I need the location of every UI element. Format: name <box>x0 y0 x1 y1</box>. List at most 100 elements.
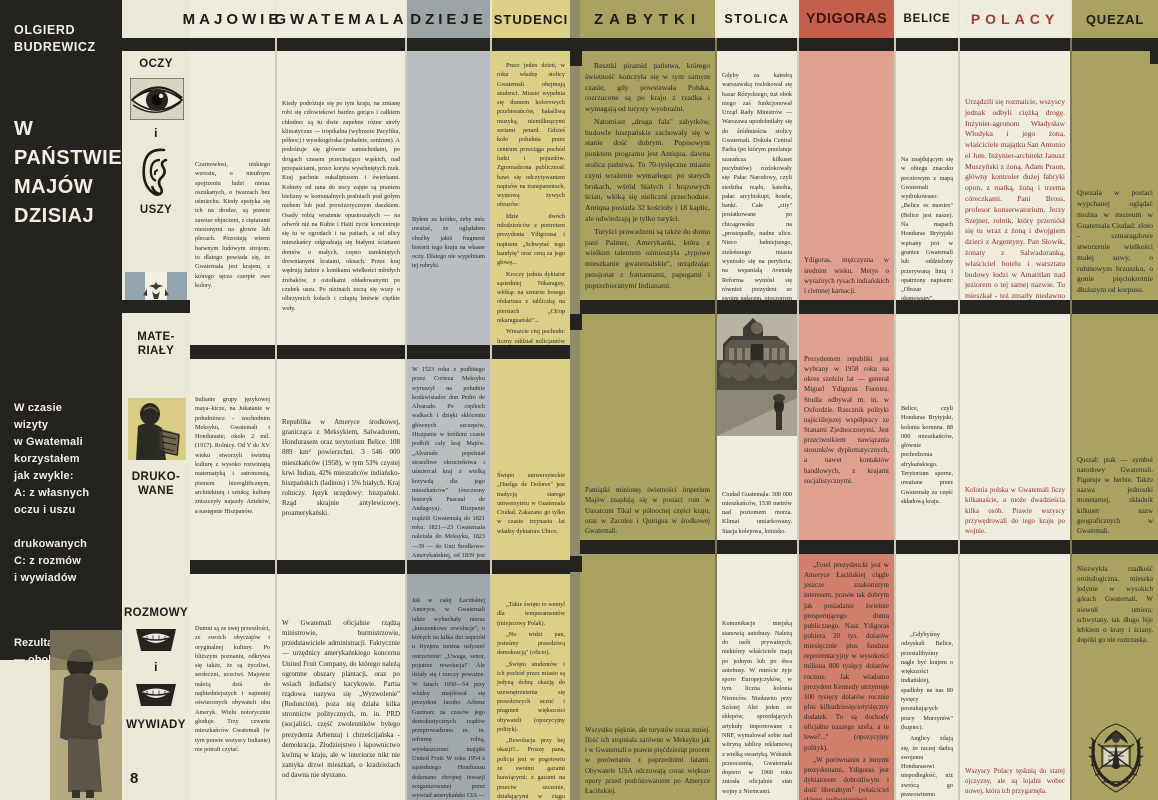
header-bg-ydigoras <box>799 0 894 38</box>
gutter-7 <box>958 38 960 800</box>
cell-dzieje-middle: W 1523 roku z podbitego przez Corteza Me… <box>407 359 490 560</box>
rule-left-row3 <box>190 560 570 574</box>
and-label-2: i <box>154 660 158 674</box>
eye-icon <box>130 78 184 120</box>
photo-guatemala-city <box>717 314 797 436</box>
talks-label: ROZMOWY <box>123 607 189 619</box>
body-text: Urządzili się rozmaicie, wszyscy jednak … <box>965 97 1065 300</box>
column-header-polacy[interactable]: POLACY <box>970 11 1060 27</box>
title-l1: W <box>14 118 34 140</box>
header-bg-zabytki <box>580 0 715 38</box>
spread-gutter <box>570 0 580 800</box>
body-text: Kiedy podróżuje się po tym kraju, na zmi… <box>282 100 400 312</box>
interviews-label: WYWIADY <box>126 719 186 731</box>
gutter-6 <box>894 38 896 800</box>
ear-icon <box>138 146 176 198</box>
edge-tick-1 <box>0 196 8 212</box>
cell-polacy-top: Urządzili się rozmaicie, wszyscy jednak … <box>960 51 1070 300</box>
cell-majowie-bottom: Dumni są ze swej przeszłości, ze swoich … <box>190 574 275 800</box>
body-text: Pamiątki minionej świetności imperium Ma… <box>585 486 710 535</box>
cell-stolica-bottom: Komunikacje miejską stanowią autobusy. N… <box>717 554 797 800</box>
col-bg-gwatemala <box>277 38 405 800</box>
edge-tick-3 <box>570 314 582 330</box>
title-l4: DZISIAJ <box>14 205 95 227</box>
column-header-dzieje[interactable]: DZIEJE <box>410 10 487 28</box>
method-note: W czasie wizyty w Gwatemali korzystałem … <box>14 402 97 585</box>
body-text: „Takie święto to wentyl dla temperamentó… <box>497 601 565 800</box>
col-bg-quezal <box>1072 38 1158 800</box>
cell-stolica-top: Gdyby za katedrą warszawską rozlokował s… <box>717 51 797 300</box>
column-header-stolica[interactable]: STOLICA <box>724 12 790 26</box>
column-header-gwatemala[interactable]: GWATEMALA <box>274 10 408 28</box>
col-bg-polacy <box>960 38 1070 800</box>
body-text: Prezydentem republiki jest wybrany w 195… <box>804 355 889 485</box>
page-number: 8 <box>130 770 139 787</box>
rule-left-lower <box>0 520 122 534</box>
cell-dzieje-top: Byłem za krótko, żeby móc uważać, że ogl… <box>407 51 490 345</box>
cell-quezal-top: Quezala w postaci wypchanej oglądać możn… <box>1072 51 1158 300</box>
cell-stolica-middle: Ciudad Guatemala: 300 000 mieszkańców, 1… <box>717 314 797 540</box>
cell-ydigoras-middle: Prezydentem republiki jest wybrany w 195… <box>799 314 894 540</box>
header-bg-majowie <box>190 0 275 38</box>
edge-tick-5 <box>1150 50 1158 64</box>
gutter-8 <box>1070 38 1072 800</box>
author-last: BUDREWICZ <box>14 39 96 54</box>
body-text: Na znajdującym się w obiegu znaczku pocz… <box>901 156 953 300</box>
title-l2: PAŃSTWIE <box>14 147 123 169</box>
cell-zabytki-bottom: Wszystko pięknie, ale turystów coraz mni… <box>580 554 715 800</box>
body-text: Quezala w postaci wypchanej oglądać możn… <box>1077 188 1153 295</box>
body-text: Święto uniwersyteckie „Huelga de Dolores… <box>497 472 565 535</box>
cell-gwatemala-bottom: W Gwatemali oficjalnie rządzą ministrowi… <box>277 574 405 800</box>
eyes-label: OCZY <box>139 58 173 70</box>
cell-studenci-top: Przez jeden dzień, w roku władzę stolicy… <box>492 51 570 345</box>
cell-belice-top: Na znajdującym się w obiegu znaczku pocz… <box>896 51 958 300</box>
column-header-zabytki[interactable]: ZABYTKI <box>594 10 701 28</box>
edge-tick-2 <box>570 50 582 66</box>
body-text: Jak w całej Łacińskiej Ameryce, w Gwatem… <box>412 597 485 800</box>
body-text: Gdyby za katedrą warszawską rozlokował s… <box>722 72 792 300</box>
body-text: Przez jeden dzień, w roku władzę stolicy… <box>497 62 565 345</box>
mouth-icon-2 <box>134 682 178 708</box>
column-header-studenci[interactable]: STUDENCI <box>493 11 569 27</box>
and-label-1: i <box>154 126 158 140</box>
body-text: Niezwykła rzadkość ornitologiczna, miesz… <box>1077 565 1153 644</box>
cell-quezal-bottom: Niezwykła rzadkość ornitologiczna, miesz… <box>1072 554 1158 800</box>
header-bg-gwatemala <box>277 0 405 38</box>
gutter-1 <box>275 38 277 800</box>
rule-top <box>122 38 1158 51</box>
body-text: Dumni są ze swej przeszłości, ze swoich … <box>195 625 270 753</box>
header-bg-quezal <box>1072 0 1158 38</box>
column-header-quezal[interactable]: QUEZAL <box>1085 11 1145 27</box>
ink-silhouette <box>0 0 122 660</box>
body-text: Byłem za krótko, żeby móc uważać, że ogl… <box>412 216 485 270</box>
author-first: OLGIERD <box>14 23 76 37</box>
photo-woman-with-child <box>50 630 122 800</box>
body-text: Czarnowłosi, niskiego wzrostu, o nieufny… <box>195 161 270 289</box>
guatemala-coat-of-arms-icon <box>1086 720 1146 794</box>
gutter-4 <box>715 38 717 800</box>
header-bg-dzieje <box>407 0 490 38</box>
body-text: Komunikacje miejską stanowią autobusy. N… <box>722 620 792 795</box>
cell-belice-bottom: „Gdybyśmy odzyskali Belice, przestalibyś… <box>896 554 958 800</box>
header-bg-stolica <box>717 0 797 38</box>
gutter-2 <box>405 38 407 800</box>
cell-studenci-bottom: „Takie święto to wentyl dla temperamentó… <box>492 574 570 800</box>
body-text: „Fotel prezydencki jest w Ameryce Łacińs… <box>804 561 889 800</box>
body-text: Ydigoras, mężczyzna w średnim wieku, Met… <box>804 256 889 295</box>
rule-left-mid <box>0 300 190 313</box>
body-text: Republika w Ameryce środkowej, granicząc… <box>282 418 400 518</box>
column-header-belice[interactable]: BELICE <box>903 13 951 25</box>
title-l3: MAJÓW <box>14 176 94 198</box>
body-text: Resztki piramid państwa, którego świetno… <box>585 61 710 290</box>
cell-quezal-middle: Quezal: ptak — symbol narodowy Gwatemali… <box>1072 314 1158 540</box>
ears-label: USZY <box>139 204 173 216</box>
cell-zabytki-top: Resztki piramid państwa, którego świetno… <box>580 51 715 300</box>
masthead: OLGIERD BUDREWICZ W PAŃSTWIE MAJÓW DZISI… <box>0 0 138 800</box>
column-header-majowie[interactable]: MAJOWIE <box>182 10 283 28</box>
page-title: W PAŃSTWIE MAJÓW DZISIAJ <box>14 115 122 231</box>
materials-label: MATE- RIAŁY <box>137 331 175 358</box>
column-header-ydigoras[interactable]: YDIGORAS <box>805 11 888 27</box>
cell-studenci-middle: Święto uniwersyteckie „Huelga de Dolores… <box>492 359 570 560</box>
header-bg-belice <box>896 0 958 38</box>
